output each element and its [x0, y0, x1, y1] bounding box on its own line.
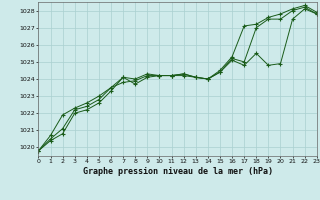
X-axis label: Graphe pression niveau de la mer (hPa): Graphe pression niveau de la mer (hPa): [83, 167, 273, 176]
